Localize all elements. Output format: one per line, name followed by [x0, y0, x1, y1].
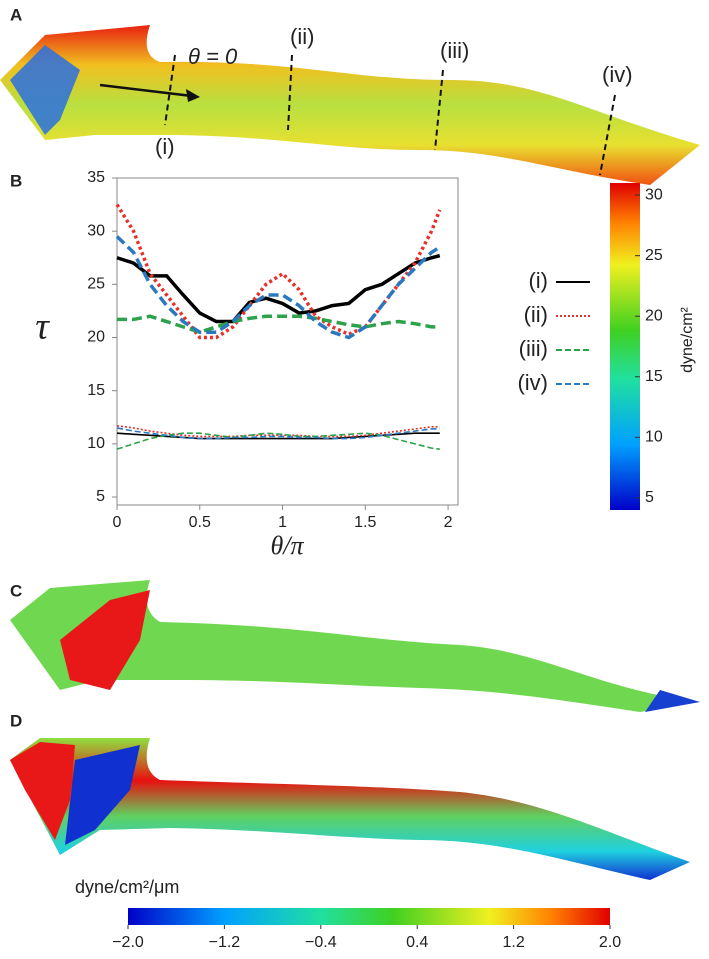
y-tick-label: 35 — [87, 169, 105, 186]
colorbar-tick-label: 10 — [645, 429, 663, 446]
arrow-head — [186, 89, 200, 102]
x-tick-label: 2 — [444, 514, 453, 531]
inlet-region — [10, 45, 80, 135]
y-axis-label: τ — [35, 306, 50, 348]
y-tick-label: 15 — [87, 382, 105, 399]
vessel-a — [0, 25, 700, 185]
colorbar-label: dyne/cm² — [679, 306, 696, 372]
colorbar-tick-label: 2.0 — [599, 934, 621, 951]
vessel-d — [10, 738, 690, 880]
colorbar — [128, 908, 610, 925]
panel-label: D — [10, 711, 22, 730]
series-line — [117, 314, 440, 335]
x-axis-label: θ/π — [270, 531, 304, 560]
panel-label: A — [10, 5, 22, 24]
x-tick-label: 0 — [113, 514, 122, 531]
y-tick-label: 25 — [87, 276, 105, 293]
section-label: (i) — [155, 134, 175, 159]
y-tick-label: 30 — [87, 222, 105, 239]
panel-label: C — [10, 581, 22, 600]
colorbar-tick-label: −0.4 — [305, 934, 337, 951]
section-label: (iv) — [602, 62, 633, 87]
colorbar-tick-label: 15 — [645, 368, 663, 385]
panel-label: B — [10, 171, 22, 190]
colorbar-tick-label: 30 — [645, 186, 663, 203]
colorbar-tick-label: −1.2 — [209, 934, 241, 951]
legend-label: (ii) — [524, 302, 548, 327]
colorbar-tick-label: 1.2 — [502, 934, 524, 951]
legend-label: (iv) — [517, 370, 548, 395]
x-tick-label: 0.5 — [189, 514, 211, 531]
colorbar-tick-label: 5 — [645, 489, 654, 506]
vessel-d-red — [10, 742, 75, 840]
colorbar — [610, 183, 640, 510]
legend-label: (i) — [528, 268, 548, 293]
vessel-c — [10, 580, 700, 712]
colorbar-tick-label: 0.4 — [406, 934, 428, 951]
y-tick-label: 10 — [87, 435, 105, 452]
series-line — [116, 253, 441, 324]
arrow — [99, 83, 193, 98]
colorbar-label: dyne/cm²/μm — [75, 877, 179, 897]
plot-frame — [116, 177, 459, 506]
angle-label: θ = 0 — [188, 44, 238, 69]
series-line — [116, 424, 440, 438]
colorbar-tick-label: −2.0 — [112, 934, 144, 951]
colorbar-tick-label: 25 — [645, 247, 663, 264]
vessel-c-red — [60, 590, 150, 690]
y-tick-label: 20 — [87, 329, 105, 346]
vessel-d-blue — [65, 745, 140, 845]
section-label: (iii) — [440, 38, 469, 63]
section-lines — [164, 54, 616, 176]
series-line — [116, 427, 440, 440]
y-tick-label: 5 — [96, 488, 105, 505]
legend-label: (iii) — [519, 336, 548, 361]
x-tick-label: 1.5 — [354, 514, 376, 531]
section-label: (ii) — [290, 24, 314, 49]
series-line — [116, 432, 440, 450]
colorbar-tick-label: 20 — [645, 307, 663, 324]
vessel-c-blue — [645, 690, 700, 712]
x-tick-label: 1 — [278, 514, 287, 531]
series-line — [115, 235, 441, 340]
